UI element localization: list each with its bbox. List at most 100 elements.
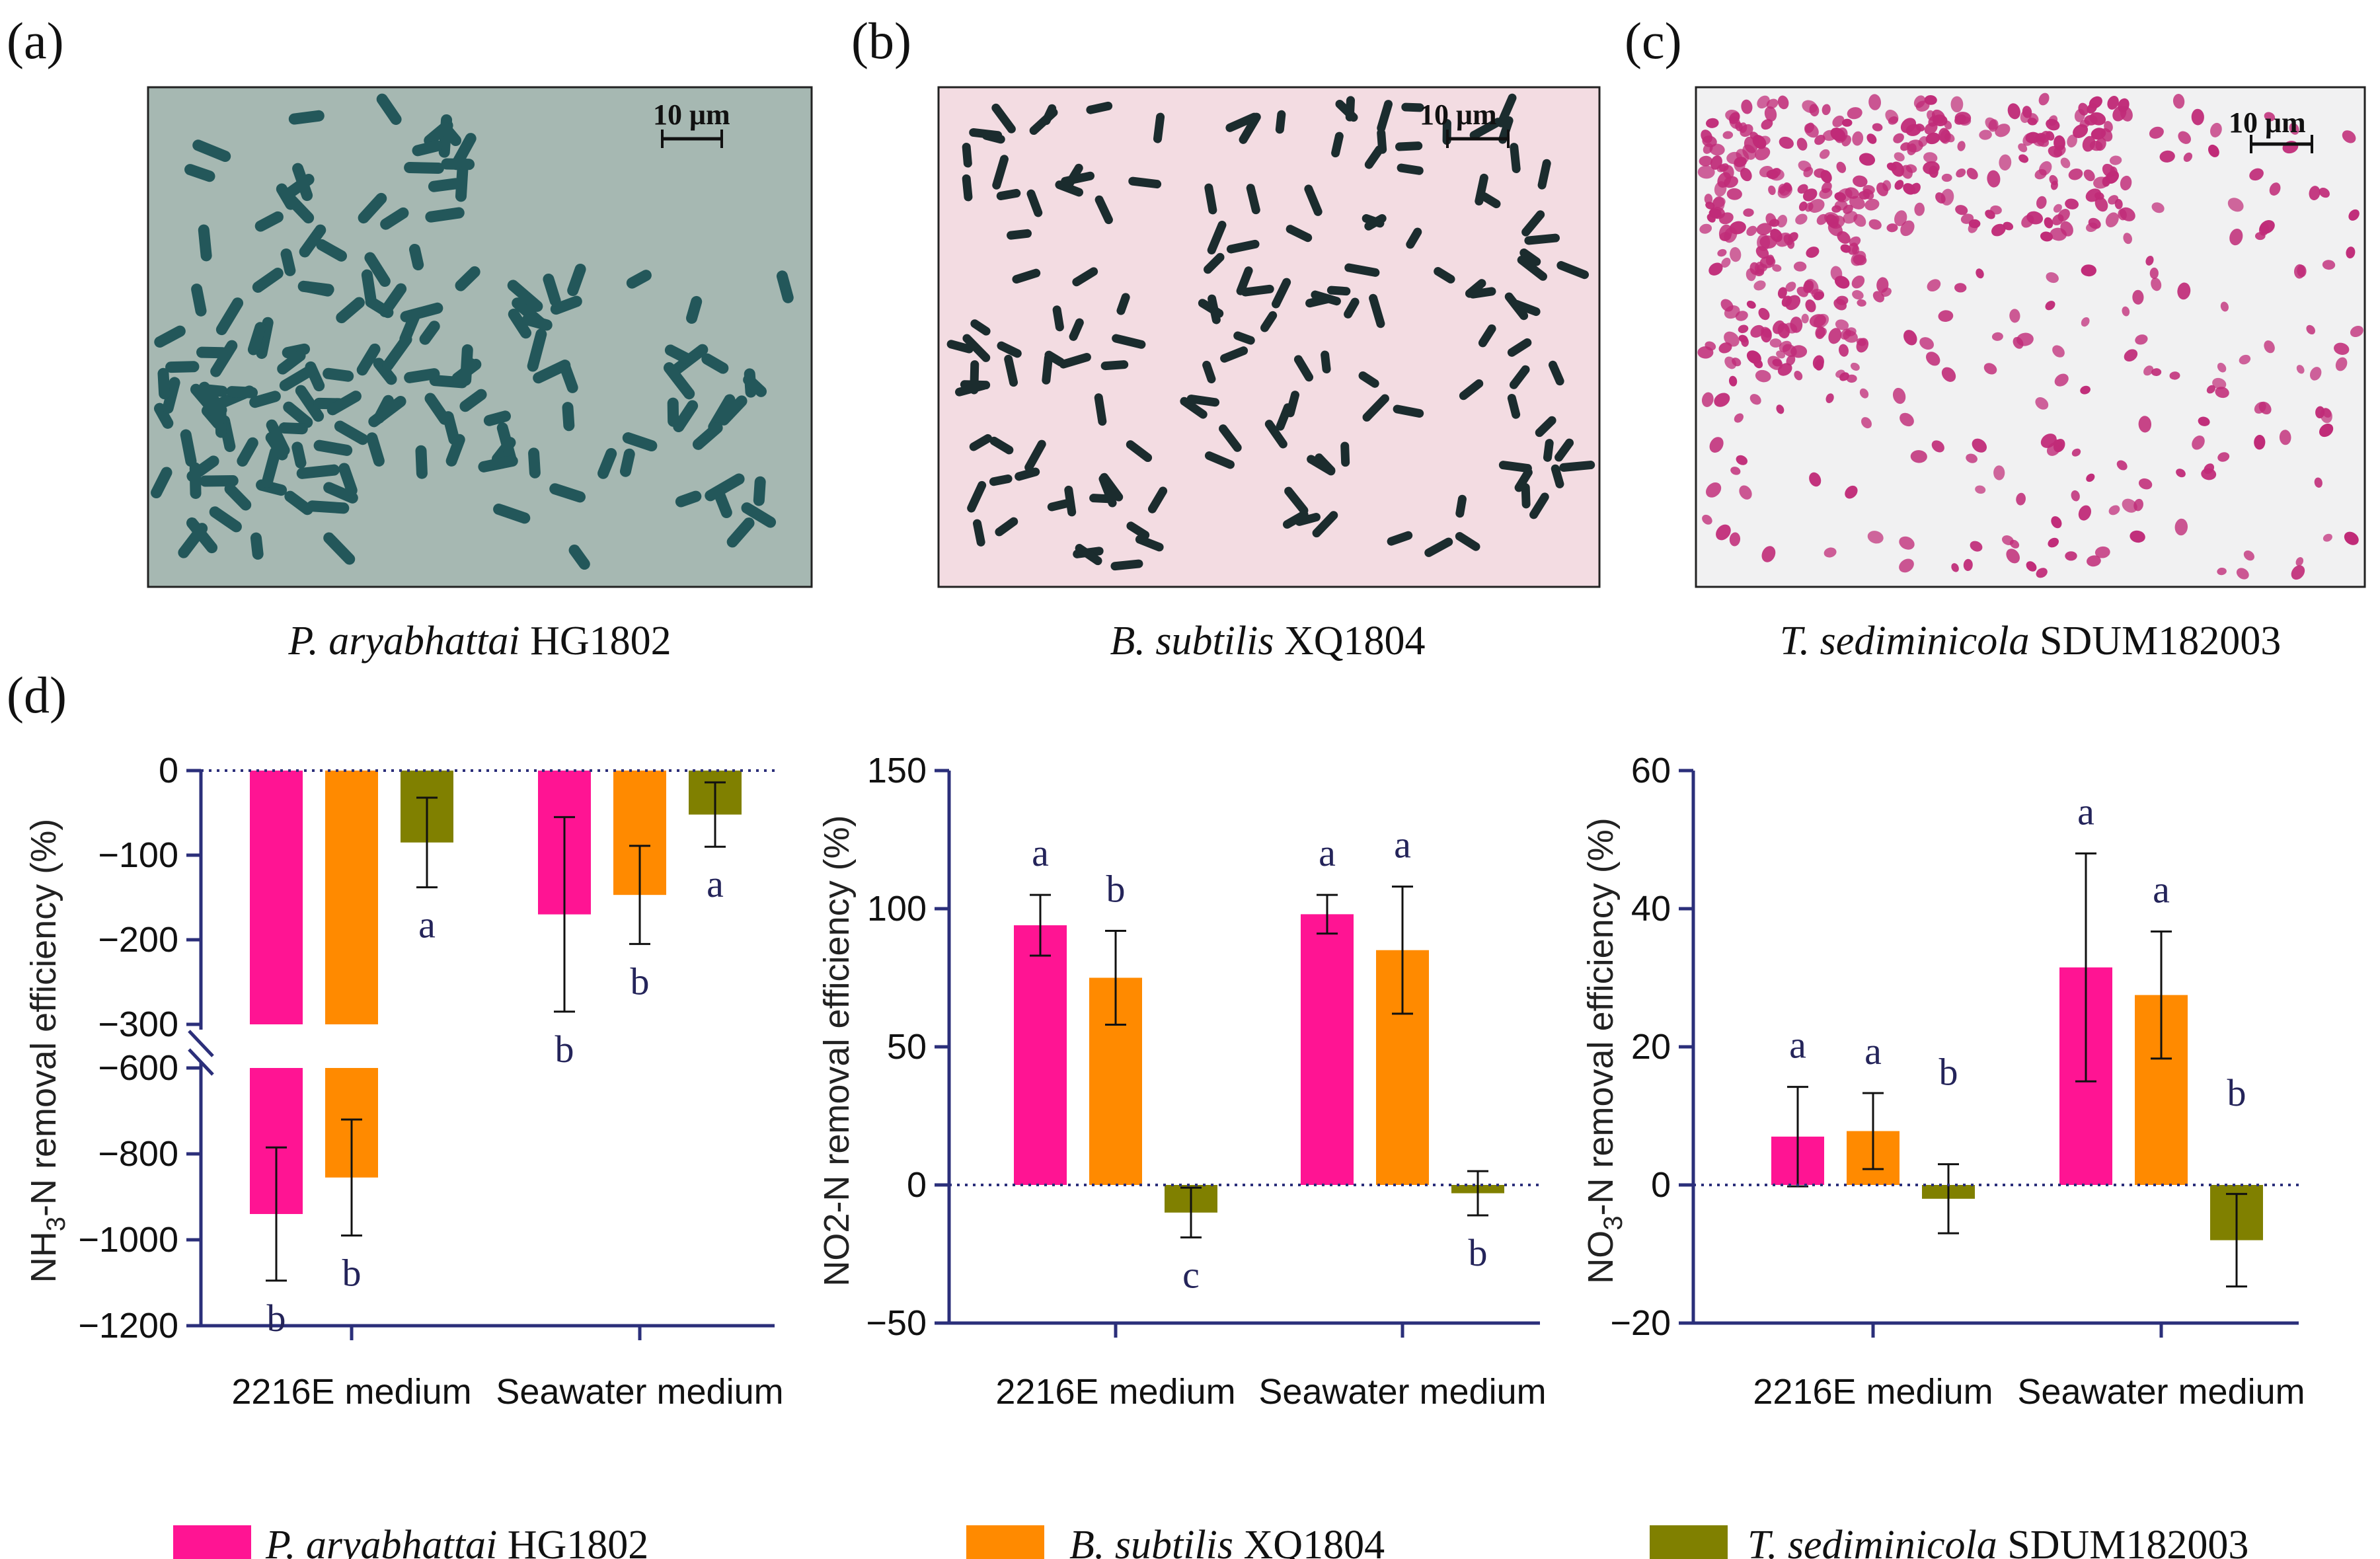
bacterium-cell: [1852, 290, 1864, 300]
bacterium-cell: [2255, 232, 2266, 241]
bacterium-cell: [1931, 440, 1944, 453]
bacterium-cell: [1755, 369, 1771, 383]
bacterium-cell: [1828, 328, 1842, 344]
bacterium-cell: [1741, 99, 1753, 114]
significance-letter: b: [1939, 1051, 1958, 1094]
bacterium-cell: [1805, 299, 1816, 313]
micrograph-c: 10 μm: [1695, 86, 2366, 588]
bacterium-cell: [1772, 264, 1782, 272]
bacterium-cell: [1850, 362, 1860, 371]
bacterium-cell: [568, 545, 590, 570]
bacterium-cell: [2132, 289, 2144, 305]
bacterium-cell: [2192, 436, 2205, 450]
bacterium-cell: [1899, 558, 1914, 573]
bacterium-cell: [2217, 452, 2230, 462]
bacterium-cell: [2319, 188, 2330, 198]
bacterium-cell: [2243, 550, 2254, 561]
bacterium-cell: [1769, 338, 1782, 348]
bacterium-cell: [1753, 280, 1766, 291]
bacterium-cell: [1853, 213, 1866, 227]
bacterium-cell: [2089, 112, 2106, 126]
bacterium-cell: [2053, 204, 2062, 213]
bacterium-cell: [326, 391, 362, 416]
bacterium-cell: [1808, 199, 1825, 213]
bacterium-cell: [1246, 184, 1260, 215]
bacterium-cell: [1100, 473, 1124, 502]
bacterium-cell: [675, 490, 702, 508]
bacterium-cell: [1284, 486, 1309, 515]
bacterium-cell: [277, 350, 306, 375]
bacterium-cell: [2348, 209, 2360, 221]
caption-b: B. subtilis XQ1804: [1110, 619, 1425, 664]
bacterium-cell: [2086, 222, 2098, 233]
bacterium-cell: [663, 362, 695, 400]
bacterium-cell: [1761, 326, 1772, 338]
bacterium-cell: [2036, 135, 2050, 147]
bacterium-cell: [2044, 217, 2054, 229]
y-tick-label: −300: [98, 1005, 178, 1044]
bacterium-cell: [266, 419, 290, 456]
bacterium-cell: [1044, 350, 1065, 367]
bacterium-cell: [2120, 207, 2135, 221]
bacterium-cell: [2091, 128, 2106, 140]
bacterium-cell: [692, 422, 723, 450]
bacterium-cell: [1717, 248, 1727, 257]
bacterium-cell: [2036, 568, 2048, 578]
bacterium-cell: [254, 211, 284, 232]
bacterium-cell: [2169, 371, 2180, 380]
bacterium-cell: [2053, 145, 2066, 157]
bacterium-cell: [1894, 152, 1905, 162]
significance-letter: a: [1789, 1024, 1806, 1067]
bacterium-cell: [2320, 408, 2332, 424]
bacterium-cell: [1312, 511, 1338, 538]
bacterium-cell: [2151, 278, 2162, 291]
bacterium-cell: [1714, 181, 1727, 197]
bacterium-cell: [1790, 317, 1803, 333]
bacterium-cell: [1507, 393, 1521, 419]
bacterium-cell: [2123, 233, 2132, 245]
bacterium-cell: [1719, 163, 1729, 172]
bacterium-cell: [2065, 551, 2077, 561]
legend: P. aryabhattai HG1802 B. subtilis XQ1804…: [173, 1523, 2248, 1559]
bacterium-cell: [1241, 284, 1274, 297]
bacterium-cell: [1999, 154, 2012, 171]
bacterium-cell: [373, 395, 395, 424]
bacterium-cell: [562, 402, 575, 432]
bacterium-cell: [439, 122, 462, 147]
bacterium-cell: [415, 445, 428, 479]
bacterium-cell: [1362, 394, 1389, 422]
bacterium-cell: [376, 93, 402, 126]
bacterium-cell: [1743, 208, 1754, 217]
bacterium-cell: [1830, 266, 1843, 281]
bacterium-cell: [1894, 180, 1904, 190]
chart-no2: 150 100 50 0 −50 2216E medium Seawater medium a…: [817, 751, 1547, 1412]
bacterium-cell: [2149, 126, 2164, 139]
bacterium-cell: [1529, 492, 1549, 519]
bacterium-cell: [297, 280, 334, 295]
bacterium-cell: [1910, 450, 1927, 463]
bacterium-cell: [2073, 124, 2089, 138]
bacterium-cell: [1816, 327, 1827, 338]
bacterium-cell: [1718, 342, 1732, 354]
bacterium-cell: [2217, 567, 2227, 576]
bacterium-cell: [496, 422, 517, 464]
bacterium-cell: [2149, 267, 2159, 280]
significance-letter: a: [2077, 790, 2094, 833]
bacterium-cell: [1835, 319, 1849, 330]
bacterium-cell: [382, 334, 412, 371]
bacterium-cell: [1704, 194, 1713, 205]
bacterium-cell: [2094, 196, 2108, 212]
bacterium-cell: [1954, 283, 1967, 293]
bacterium-cell: [1180, 397, 1208, 419]
bacterium-cell: [1393, 404, 1424, 418]
bacterium-cell: [1956, 169, 1966, 178]
bacterium-cell: [1983, 363, 1997, 375]
bacterium-cell: [292, 163, 313, 202]
bacterium-cell: [2046, 272, 2059, 284]
bacterium-cell: [1951, 563, 1959, 572]
bacterium-cell: [226, 386, 258, 399]
bacterium-cell: [1849, 196, 1865, 209]
bacterium-cell: [1225, 112, 1259, 132]
bacterium-cell: [2210, 122, 2222, 137]
bacterium-cell: [2259, 220, 2275, 234]
